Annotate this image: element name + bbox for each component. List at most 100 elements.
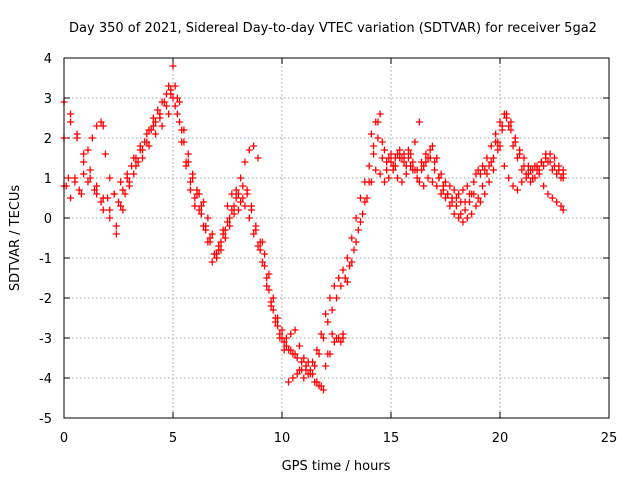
data-point — [507, 126, 515, 134]
grid-lines — [64, 58, 609, 418]
data-point — [483, 170, 491, 178]
data-point — [404, 146, 412, 154]
data-point — [394, 150, 402, 158]
data-point — [119, 186, 127, 194]
data-point — [472, 202, 480, 210]
x-tick-label: 20 — [492, 431, 509, 446]
data-point — [99, 122, 107, 130]
data-point — [280, 338, 288, 346]
data-point — [418, 166, 426, 174]
data-point — [93, 182, 101, 190]
data-point — [505, 174, 513, 182]
data-point — [548, 194, 556, 202]
data-point — [269, 294, 277, 302]
data-point — [99, 194, 107, 202]
data-point — [372, 118, 380, 126]
data-point — [518, 166, 526, 174]
data-point — [84, 178, 92, 186]
data-point — [274, 322, 282, 330]
data-point — [106, 214, 114, 222]
data-point — [99, 206, 107, 214]
axis-ticks: 0 5 10 15 20 25 -5 -4 -3 -2 -1 0 1 2 3 4 — [39, 52, 617, 446]
data-point — [265, 286, 273, 294]
data-point — [136, 146, 144, 154]
data-point — [197, 202, 205, 210]
data-point — [138, 154, 146, 162]
y-tick-label: 1 — [44, 172, 52, 187]
data-point — [409, 158, 417, 166]
data-point — [527, 166, 535, 174]
data-point — [119, 206, 127, 214]
data-point — [370, 150, 378, 158]
data-point — [313, 346, 321, 354]
data-point — [326, 294, 334, 302]
data-point — [479, 162, 487, 170]
data-point — [409, 166, 417, 174]
data-point — [67, 194, 75, 202]
data-point — [559, 206, 567, 214]
data-point — [348, 234, 356, 242]
data-point — [494, 146, 502, 154]
data-point — [489, 166, 497, 174]
data-point — [324, 350, 332, 358]
data-point — [112, 230, 120, 238]
data-point — [483, 154, 491, 162]
data-point — [404, 154, 412, 162]
data-point — [463, 214, 471, 222]
data-point — [67, 110, 75, 118]
data-point — [496, 118, 504, 126]
data-point — [280, 346, 288, 354]
data-point — [311, 362, 319, 370]
x-axis-label: GPS time / hours — [282, 459, 391, 474]
data-point — [232, 194, 240, 202]
data-point — [474, 194, 482, 202]
data-point — [468, 210, 476, 218]
data-point — [376, 170, 384, 178]
data-point — [520, 154, 528, 162]
data-point — [531, 162, 539, 170]
data-point — [115, 198, 122, 206]
data-point — [306, 370, 314, 378]
data-point — [387, 158, 395, 166]
data-point — [439, 182, 447, 190]
data-point — [130, 170, 138, 178]
data-point — [224, 218, 231, 226]
data-point — [195, 206, 203, 214]
data-point — [352, 238, 360, 246]
data-point — [442, 178, 449, 186]
data-point — [289, 374, 297, 382]
data-point — [509, 142, 517, 150]
data-point — [298, 358, 306, 366]
data-point — [152, 118, 160, 126]
data-point — [422, 158, 430, 166]
data-point — [258, 238, 266, 246]
data-point — [106, 206, 114, 214]
data-point — [459, 218, 467, 226]
data-point — [352, 214, 360, 222]
data-point — [228, 190, 236, 198]
data-point — [315, 350, 323, 358]
data-point — [350, 246, 358, 254]
data-point — [226, 222, 234, 230]
data-point — [97, 118, 105, 126]
data-point — [348, 258, 356, 266]
data-point — [492, 130, 500, 138]
data-point — [162, 90, 170, 98]
x-tick-label: 15 — [383, 431, 400, 446]
data-point — [487, 158, 495, 166]
data-point — [378, 138, 386, 146]
data-point — [426, 146, 434, 154]
data-point — [311, 378, 319, 386]
data-point — [322, 310, 330, 318]
data-point — [152, 130, 160, 138]
data-point — [544, 158, 552, 166]
data-point — [291, 326, 299, 334]
data-point — [315, 382, 323, 390]
data-point — [337, 282, 345, 290]
data-point — [420, 162, 428, 170]
data-point — [424, 174, 432, 182]
data-point — [189, 174, 197, 182]
data-point — [459, 186, 467, 194]
data-point — [402, 162, 410, 170]
